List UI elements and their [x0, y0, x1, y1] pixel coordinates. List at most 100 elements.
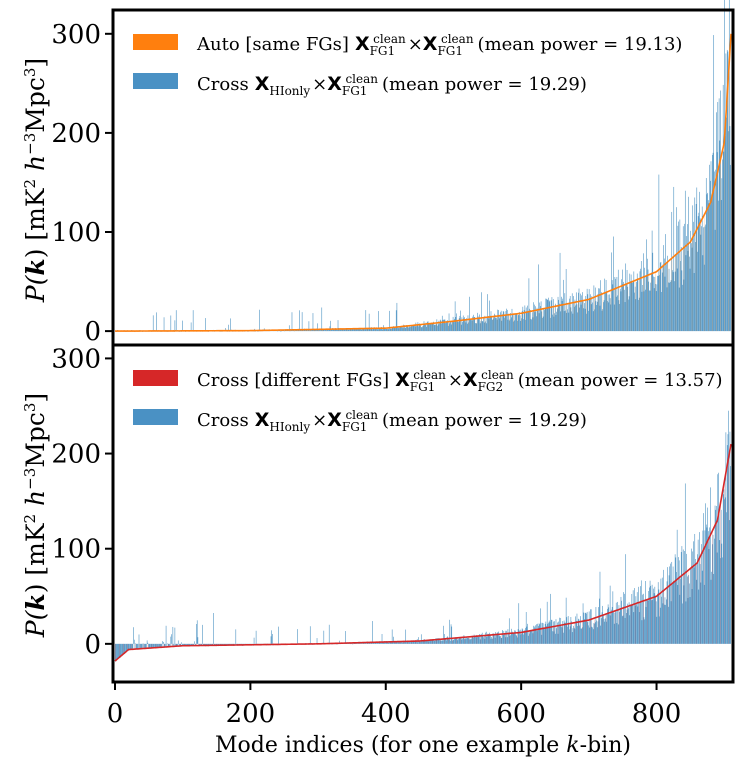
cross-bar [496, 319, 498, 332]
cross-bar [584, 308, 586, 332]
cross-bar [317, 323, 319, 332]
cross-bar [437, 638, 439, 644]
cross-bar [555, 633, 556, 644]
cross-bar [622, 283, 624, 332]
sorted-bar [464, 637, 466, 644]
y-tick-label: 0 [84, 317, 101, 347]
cross-bar [689, 268, 691, 332]
sorted-bar [598, 295, 600, 332]
cross-bar [561, 296, 562, 332]
sorted-bar [663, 590, 665, 644]
sorted-bar [578, 301, 579, 332]
cross-bar [426, 326, 427, 332]
sorted-bar [155, 643, 157, 648]
cross-bar [566, 617, 568, 644]
cross-bar [163, 643, 165, 649]
cross-bar [306, 329, 308, 332]
cross-bar [423, 640, 424, 644]
sorted-bar [622, 608, 624, 644]
cross-bar [142, 643, 144, 644]
cross-bar [127, 643, 129, 652]
cross-bar [601, 618, 602, 644]
sorted-bar [143, 643, 145, 649]
cross-bar [324, 329, 325, 332]
cross-bar [572, 313, 574, 332]
cross-bar [388, 642, 390, 644]
cross-bar [464, 317, 465, 332]
sorted-bar [728, 77, 730, 332]
cross-bar [519, 634, 521, 644]
cross-bar [411, 325, 413, 332]
cross-bar [618, 605, 620, 644]
cross-bar [719, 140, 721, 332]
cross-bar [635, 299, 637, 332]
cross-bar [710, 180, 711, 332]
cross-bar [709, 527, 710, 644]
cross-bar [553, 316, 555, 332]
cross-bar [711, 199, 712, 332]
cross-bar [429, 323, 430, 332]
cross-bar [404, 640, 406, 644]
cross-bar [679, 219, 681, 332]
cross-bar [454, 638, 455, 644]
cross-bar [443, 625, 444, 644]
cross-bar [155, 643, 157, 648]
cross-bar [525, 612, 527, 644]
cross-bar [171, 643, 173, 647]
cross-bar [515, 630, 516, 644]
cross-bar [393, 326, 395, 332]
cross-bar [420, 325, 421, 332]
cross-bar [351, 328, 352, 332]
cross-bar [649, 290, 651, 332]
cross-bar [195, 643, 197, 645]
cross-bar [429, 639, 430, 644]
cross-bar [613, 612, 614, 644]
cross-bar [259, 309, 260, 332]
cross-bar [433, 639, 435, 644]
cross-bar [502, 631, 504, 644]
cross-bar [603, 300, 605, 332]
cross-bar [438, 320, 440, 332]
cross-bar [545, 298, 547, 332]
x-tick-label: 200 [226, 699, 276, 729]
sorted-bar [464, 319, 466, 332]
cross-bar [483, 636, 485, 644]
cross-bar [701, 570, 703, 644]
cross-bar [689, 583, 690, 644]
cross-bar [632, 590, 634, 644]
cross-bar [416, 326, 417, 332]
cross-bar [598, 288, 599, 332]
cross-bar [370, 327, 371, 332]
cross-bar [146, 643, 147, 648]
cross-bar [710, 487, 711, 644]
cross-bar [628, 296, 630, 332]
cross-bar [605, 291, 606, 332]
cross-bar [608, 302, 610, 332]
cross-bar [117, 643, 118, 659]
cross-bar [654, 586, 656, 644]
sorted-bar [521, 313, 522, 332]
cross-bar [182, 643, 184, 645]
cross-bar [554, 313, 555, 332]
sorted-bar [683, 247, 685, 332]
cross-bar [225, 328, 226, 332]
sorted-bar [326, 329, 328, 332]
cross-bar [372, 328, 374, 332]
cross-bar [675, 255, 677, 332]
cross-bar [193, 643, 195, 645]
cross-bar [691, 589, 693, 644]
cross-bar [492, 319, 494, 332]
cross-bar [441, 638, 443, 644]
cross-bar [548, 297, 549, 332]
cross-bar [643, 253, 644, 332]
cross-bar [444, 638, 446, 644]
cross-bar [475, 323, 477, 332]
sorted-bar [537, 629, 539, 644]
cross-bar [614, 612, 616, 644]
cross-bar [523, 310, 525, 332]
cross-bar [446, 320, 448, 332]
cross-bar [726, 512, 727, 644]
cross-bar [523, 634, 524, 644]
sorted-bar [549, 307, 551, 332]
